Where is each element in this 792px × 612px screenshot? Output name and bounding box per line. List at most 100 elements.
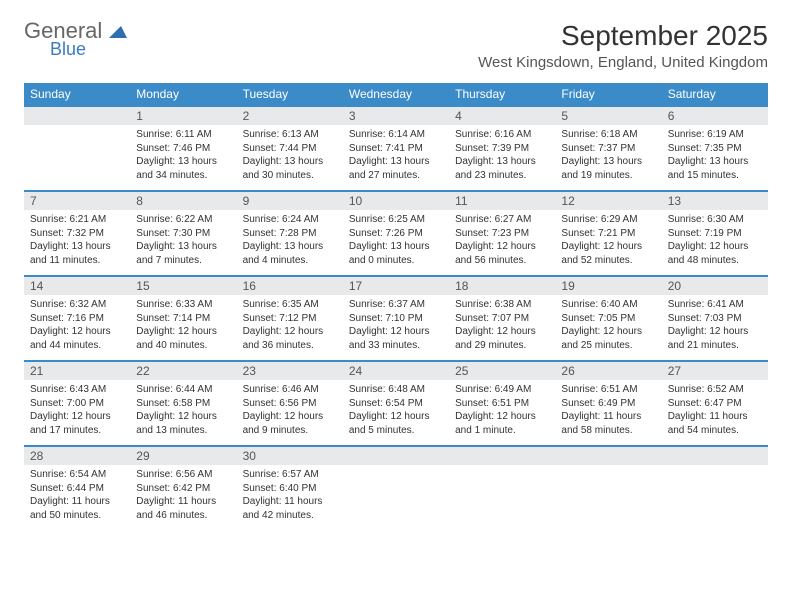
day-content-cell: Sunrise: 6:14 AMSunset: 7:41 PMDaylight:… — [343, 125, 449, 191]
daylight-text: Daylight: 13 hours and 15 minutes. — [668, 155, 762, 182]
sunrise-text: Sunrise: 6:43 AM — [30, 383, 124, 397]
daylight-text: Daylight: 12 hours and 13 minutes. — [136, 410, 230, 437]
day-content-cell — [449, 465, 555, 530]
sunrise-text: Sunrise: 6:11 AM — [136, 128, 230, 142]
sunrise-text: Sunrise: 6:16 AM — [455, 128, 549, 142]
sunset-text: Sunset: 7:00 PM — [30, 397, 124, 411]
daylight-text: Daylight: 12 hours and 36 minutes. — [243, 325, 337, 352]
day-header-cell: Wednesday — [343, 83, 449, 106]
day-content-cell: Sunrise: 6:25 AMSunset: 7:26 PMDaylight:… — [343, 210, 449, 276]
calendar-table: SundayMondayTuesdayWednesdayThursdayFrid… — [24, 83, 768, 530]
day-number-cell: 9 — [237, 191, 343, 210]
sunrise-text: Sunrise: 6:13 AM — [243, 128, 337, 142]
daylight-text: Daylight: 13 hours and 34 minutes. — [136, 155, 230, 182]
day-content-row: Sunrise: 6:32 AMSunset: 7:16 PMDaylight:… — [24, 295, 768, 361]
day-content-cell — [343, 465, 449, 530]
daylight-text: Daylight: 13 hours and 11 minutes. — [30, 240, 124, 267]
sunset-text: Sunset: 7:19 PM — [668, 227, 762, 241]
sunset-text: Sunset: 7:28 PM — [243, 227, 337, 241]
daylight-text: Daylight: 12 hours and 44 minutes. — [30, 325, 124, 352]
day-number-cell — [449, 446, 555, 465]
month-title: September 2025 — [478, 20, 768, 52]
day-number-cell: 2 — [237, 106, 343, 125]
day-content-cell: Sunrise: 6:46 AMSunset: 6:56 PMDaylight:… — [237, 380, 343, 446]
sunrise-text: Sunrise: 6:33 AM — [136, 298, 230, 312]
daylight-text: Daylight: 12 hours and 5 minutes. — [349, 410, 443, 437]
sunset-text: Sunset: 7:37 PM — [561, 142, 655, 156]
day-content-cell: Sunrise: 6:43 AMSunset: 7:00 PMDaylight:… — [24, 380, 130, 446]
daylight-text: Daylight: 12 hours and 29 minutes. — [455, 325, 549, 352]
daylight-text: Daylight: 12 hours and 48 minutes. — [668, 240, 762, 267]
title-block: September 2025 West Kingsdown, England, … — [478, 20, 768, 71]
daylight-text: Daylight: 11 hours and 58 minutes. — [561, 410, 655, 437]
day-number-cell — [24, 106, 130, 125]
sunrise-text: Sunrise: 6:35 AM — [243, 298, 337, 312]
day-content-cell: Sunrise: 6:41 AMSunset: 7:03 PMDaylight:… — [662, 295, 768, 361]
sunrise-text: Sunrise: 6:52 AM — [668, 383, 762, 397]
day-content-cell: Sunrise: 6:48 AMSunset: 6:54 PMDaylight:… — [343, 380, 449, 446]
daylight-text: Daylight: 13 hours and 4 minutes. — [243, 240, 337, 267]
sunset-text: Sunset: 6:47 PM — [668, 397, 762, 411]
daylight-text: Daylight: 12 hours and 1 minute. — [455, 410, 549, 437]
day-content-cell: Sunrise: 6:21 AMSunset: 7:32 PMDaylight:… — [24, 210, 130, 276]
logo: General Blue — [24, 20, 127, 58]
day-content-cell — [24, 125, 130, 191]
sunset-text: Sunset: 7:21 PM — [561, 227, 655, 241]
day-number-cell: 15 — [130, 276, 236, 295]
day-content-cell: Sunrise: 6:33 AMSunset: 7:14 PMDaylight:… — [130, 295, 236, 361]
day-content-row: Sunrise: 6:21 AMSunset: 7:32 PMDaylight:… — [24, 210, 768, 276]
logo-blue-text: Blue — [50, 40, 127, 58]
daylight-text: Daylight: 11 hours and 54 minutes. — [668, 410, 762, 437]
day-header-row: SundayMondayTuesdayWednesdayThursdayFrid… — [24, 83, 768, 106]
day-number-cell — [343, 446, 449, 465]
day-content-cell: Sunrise: 6:24 AMSunset: 7:28 PMDaylight:… — [237, 210, 343, 276]
sunrise-text: Sunrise: 6:48 AM — [349, 383, 443, 397]
day-number-cell: 18 — [449, 276, 555, 295]
daylight-text: Daylight: 12 hours and 17 minutes. — [30, 410, 124, 437]
sunset-text: Sunset: 7:46 PM — [136, 142, 230, 156]
day-content-cell: Sunrise: 6:57 AMSunset: 6:40 PMDaylight:… — [237, 465, 343, 530]
day-content-cell: Sunrise: 6:52 AMSunset: 6:47 PMDaylight:… — [662, 380, 768, 446]
sunrise-text: Sunrise: 6:37 AM — [349, 298, 443, 312]
daylight-text: Daylight: 11 hours and 46 minutes. — [136, 495, 230, 522]
day-content-row: Sunrise: 6:11 AMSunset: 7:46 PMDaylight:… — [24, 125, 768, 191]
sunrise-text: Sunrise: 6:22 AM — [136, 213, 230, 227]
day-content-cell: Sunrise: 6:27 AMSunset: 7:23 PMDaylight:… — [449, 210, 555, 276]
day-content-cell: Sunrise: 6:40 AMSunset: 7:05 PMDaylight:… — [555, 295, 661, 361]
sunset-text: Sunset: 6:58 PM — [136, 397, 230, 411]
day-content-cell: Sunrise: 6:13 AMSunset: 7:44 PMDaylight:… — [237, 125, 343, 191]
daylight-text: Daylight: 12 hours and 21 minutes. — [668, 325, 762, 352]
day-number-row: 282930 — [24, 446, 768, 465]
sunrise-text: Sunrise: 6:51 AM — [561, 383, 655, 397]
daylight-text: Daylight: 13 hours and 19 minutes. — [561, 155, 655, 182]
day-content-cell: Sunrise: 6:19 AMSunset: 7:35 PMDaylight:… — [662, 125, 768, 191]
daylight-text: Daylight: 12 hours and 9 minutes. — [243, 410, 337, 437]
daylight-text: Daylight: 11 hours and 42 minutes. — [243, 495, 337, 522]
day-content-cell — [555, 465, 661, 530]
day-number-cell: 7 — [24, 191, 130, 210]
sunrise-text: Sunrise: 6:18 AM — [561, 128, 655, 142]
sunset-text: Sunset: 7:30 PM — [136, 227, 230, 241]
daylight-text: Daylight: 13 hours and 30 minutes. — [243, 155, 337, 182]
day-header-cell: Friday — [555, 83, 661, 106]
day-number-cell: 1 — [130, 106, 236, 125]
location-text: West Kingsdown, England, United Kingdom — [478, 54, 768, 71]
day-number-cell: 10 — [343, 191, 449, 210]
day-content-cell: Sunrise: 6:32 AMSunset: 7:16 PMDaylight:… — [24, 295, 130, 361]
sunrise-text: Sunrise: 6:44 AM — [136, 383, 230, 397]
sunset-text: Sunset: 6:51 PM — [455, 397, 549, 411]
day-number-cell: 12 — [555, 191, 661, 210]
sunset-text: Sunset: 7:41 PM — [349, 142, 443, 156]
sunrise-text: Sunrise: 6:14 AM — [349, 128, 443, 142]
sunrise-text: Sunrise: 6:38 AM — [455, 298, 549, 312]
day-number-cell: 8 — [130, 191, 236, 210]
day-number-cell: 14 — [24, 276, 130, 295]
sunrise-text: Sunrise: 6:29 AM — [561, 213, 655, 227]
sunrise-text: Sunrise: 6:25 AM — [349, 213, 443, 227]
sunrise-text: Sunrise: 6:19 AM — [668, 128, 762, 142]
day-content-cell: Sunrise: 6:38 AMSunset: 7:07 PMDaylight:… — [449, 295, 555, 361]
day-number-cell: 5 — [555, 106, 661, 125]
sunrise-text: Sunrise: 6:46 AM — [243, 383, 337, 397]
day-content-row: Sunrise: 6:43 AMSunset: 7:00 PMDaylight:… — [24, 380, 768, 446]
sunset-text: Sunset: 6:42 PM — [136, 482, 230, 496]
